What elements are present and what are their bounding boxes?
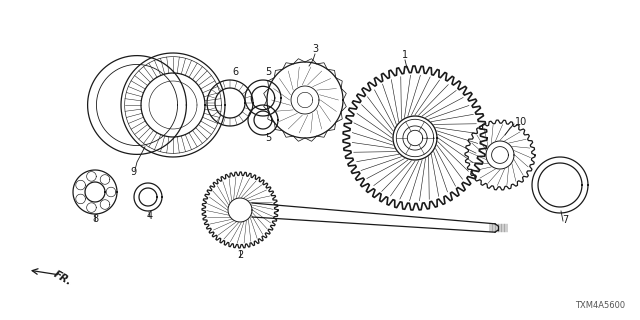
- Text: 1: 1: [402, 50, 408, 60]
- Text: 6: 6: [232, 67, 238, 77]
- Text: 3: 3: [312, 44, 318, 54]
- Text: 5: 5: [265, 133, 271, 143]
- Text: 7: 7: [562, 215, 568, 225]
- Text: 5: 5: [265, 67, 271, 77]
- Text: 10: 10: [515, 117, 527, 127]
- Text: 4: 4: [147, 211, 153, 221]
- Text: 2: 2: [237, 250, 243, 260]
- Text: 8: 8: [92, 214, 98, 224]
- Text: FR.: FR.: [52, 269, 74, 287]
- Text: 9: 9: [130, 167, 136, 177]
- Text: TXM4A5600: TXM4A5600: [575, 301, 625, 310]
